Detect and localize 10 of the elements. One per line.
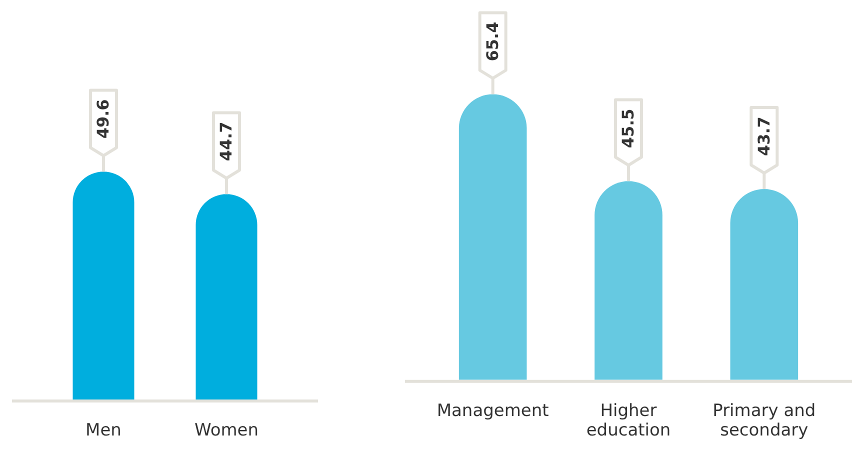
x-tick-label: Higher education xyxy=(586,401,671,441)
x-tick-label: Men xyxy=(86,420,122,441)
x-tick-label: Women xyxy=(194,420,259,441)
data-label: 44.7 xyxy=(216,122,236,162)
data-label: 45.5 xyxy=(618,108,638,148)
x-tick-label: Management xyxy=(436,401,550,422)
data-label: 43.7 xyxy=(754,116,774,156)
data-label: 65.4 xyxy=(482,22,502,62)
x-tick-label: Primary and secondary xyxy=(712,401,816,441)
data-label: 49.6 xyxy=(94,99,113,139)
